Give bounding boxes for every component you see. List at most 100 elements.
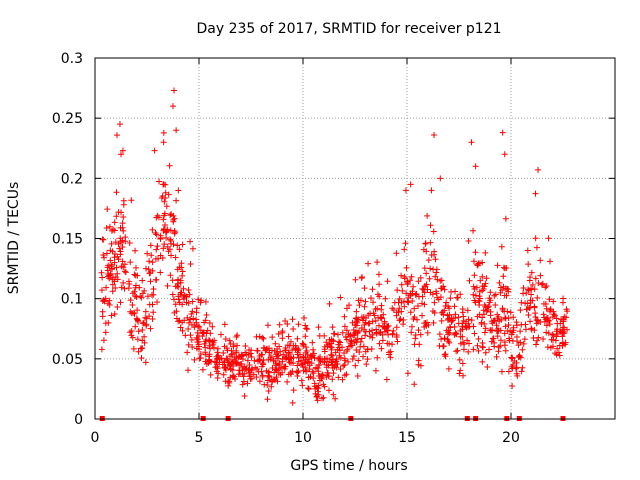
data-point bbox=[532, 275, 539, 282]
data-point bbox=[441, 351, 448, 358]
data-point bbox=[341, 349, 348, 356]
data-point bbox=[201, 319, 208, 326]
data-point bbox=[139, 277, 146, 284]
data-point bbox=[363, 315, 370, 322]
data-point bbox=[502, 315, 509, 322]
data-point bbox=[199, 329, 206, 336]
data-point bbox=[410, 283, 417, 290]
data-point bbox=[108, 312, 115, 319]
data-point bbox=[162, 222, 169, 229]
data-point bbox=[497, 337, 504, 344]
data-point bbox=[107, 257, 114, 264]
data-point bbox=[269, 378, 276, 385]
data-point bbox=[361, 285, 368, 292]
data-point bbox=[256, 356, 263, 363]
data-point bbox=[324, 342, 331, 349]
data-point bbox=[352, 276, 359, 283]
data-point bbox=[527, 297, 534, 304]
data-point bbox=[391, 299, 398, 306]
x-tick-label: 10 bbox=[294, 430, 312, 446]
data-point bbox=[502, 314, 509, 321]
data-point bbox=[386, 340, 393, 347]
data-point bbox=[241, 392, 248, 399]
data-point bbox=[100, 337, 107, 344]
data-point bbox=[259, 372, 266, 379]
data-point bbox=[324, 355, 331, 362]
data-point bbox=[293, 368, 300, 375]
data-point bbox=[465, 340, 472, 347]
data-point bbox=[207, 371, 214, 378]
data-point bbox=[493, 353, 500, 360]
data-point bbox=[487, 289, 494, 296]
data-point bbox=[218, 331, 225, 338]
data-point bbox=[415, 278, 422, 285]
data-point bbox=[325, 387, 332, 394]
data-point bbox=[234, 342, 241, 349]
data-point bbox=[353, 308, 360, 315]
data-point bbox=[139, 290, 146, 297]
data-point bbox=[221, 321, 228, 328]
data-point bbox=[411, 313, 418, 320]
data-point bbox=[505, 368, 512, 375]
data-point bbox=[404, 370, 411, 377]
data-point bbox=[438, 336, 445, 343]
data-point bbox=[513, 364, 520, 371]
data-point bbox=[332, 349, 339, 356]
data-point bbox=[227, 374, 234, 381]
data-point bbox=[206, 357, 213, 364]
data-point bbox=[385, 349, 392, 356]
data-point bbox=[120, 227, 127, 234]
data-point bbox=[382, 295, 389, 302]
data-point bbox=[229, 350, 236, 357]
data-point bbox=[156, 214, 163, 221]
data-point bbox=[187, 260, 194, 267]
data-point bbox=[320, 394, 327, 401]
data-point bbox=[267, 353, 274, 360]
data-point bbox=[111, 311, 118, 318]
data-point bbox=[290, 360, 297, 367]
data-point bbox=[437, 277, 444, 284]
data-point bbox=[481, 302, 488, 309]
data-point bbox=[447, 324, 454, 331]
data-point bbox=[276, 360, 283, 367]
data-point bbox=[135, 348, 142, 355]
data-point bbox=[161, 210, 168, 217]
data-point bbox=[259, 360, 266, 367]
data-point bbox=[552, 350, 559, 357]
data-point bbox=[547, 306, 554, 313]
data-point bbox=[335, 374, 342, 381]
data-point bbox=[484, 364, 491, 371]
data-point bbox=[148, 252, 155, 259]
data-point bbox=[490, 335, 497, 342]
data-point bbox=[474, 342, 481, 349]
data-point bbox=[556, 352, 563, 359]
data-point bbox=[178, 264, 185, 271]
data-point bbox=[331, 330, 338, 337]
data-point bbox=[118, 263, 125, 270]
data-point bbox=[154, 299, 161, 306]
data-point bbox=[305, 358, 312, 365]
data-point bbox=[137, 293, 144, 300]
data-point bbox=[419, 293, 426, 300]
data-point bbox=[122, 238, 129, 245]
data-point bbox=[133, 264, 140, 271]
data-point bbox=[341, 362, 348, 369]
data-point bbox=[315, 385, 322, 392]
data-point bbox=[114, 132, 121, 139]
data-point bbox=[352, 322, 359, 329]
data-point bbox=[518, 368, 525, 375]
data-point bbox=[555, 349, 562, 356]
data-point bbox=[468, 317, 475, 324]
data-point bbox=[188, 310, 195, 317]
data-point bbox=[252, 364, 259, 371]
data-point bbox=[475, 347, 482, 354]
data-point bbox=[316, 332, 323, 339]
data-point bbox=[142, 308, 149, 315]
data-point bbox=[442, 353, 449, 360]
data-point bbox=[431, 248, 438, 255]
data-point bbox=[141, 333, 148, 340]
data-point bbox=[343, 327, 350, 334]
data-point bbox=[149, 301, 156, 308]
data-point bbox=[103, 224, 110, 231]
data-point bbox=[127, 297, 134, 304]
